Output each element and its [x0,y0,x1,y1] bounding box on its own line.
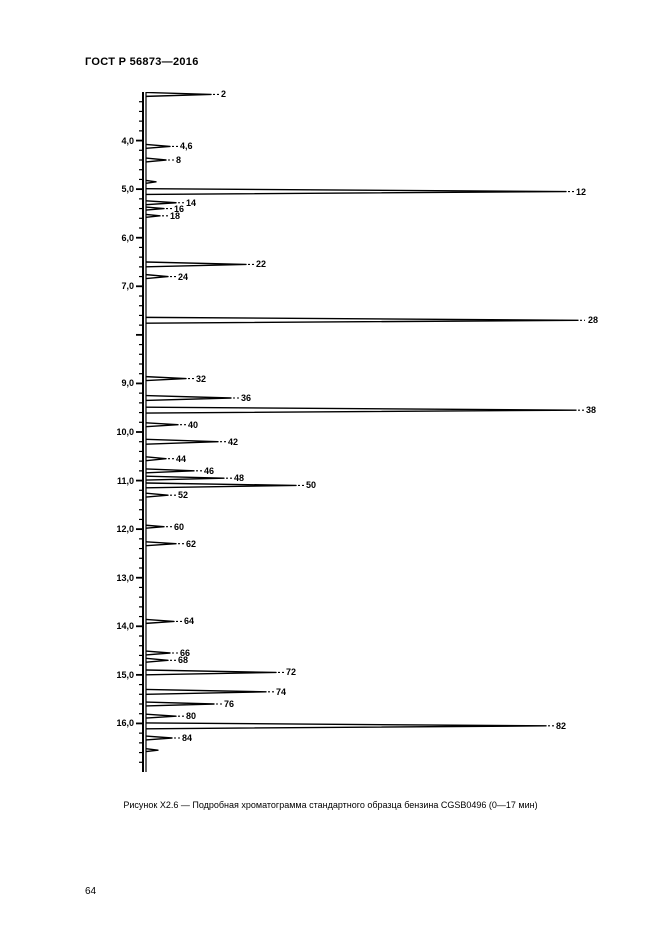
y-tick-label: 11,0 [117,476,134,486]
peak-label: 12 [576,187,586,197]
peak-label: 46 [204,466,214,476]
y-tick-label: 10,0 [116,427,134,437]
doc-header: ГОСТ Р 56873—2016 [85,56,199,68]
peak-label: 84 [182,733,192,743]
peak-label: 82 [556,721,566,731]
chromatogram-container: 4,0 5,0 6,0 7,0 9,0 10,0 11,0 12,0 13,0 14,0 15,0 1… [85,92,585,772]
peak-label: 28 [588,315,598,325]
peak-label: 60 [174,522,184,532]
peak-label: 24 [178,272,188,282]
y-tick-label: 6,0 [121,233,134,243]
peak-label: 42 [228,437,238,447]
chromatogram-svg [85,92,585,772]
peak-label: 4,6 [180,141,193,151]
chromatogram: 4,0 5,0 6,0 7,0 9,0 10,0 11,0 12,0 13,0 14,0 15,0 1… [85,92,585,772]
peak-label: 14 [186,198,196,208]
peak-label: 18 [170,211,180,221]
peak-label: 36 [241,393,251,403]
figure-caption: Рисунок X2.6 — Подробная хроматограмма с… [0,800,661,810]
page-number: 64 [85,886,96,897]
peak-label: 8 [176,155,181,165]
peak-label: 52 [178,490,188,500]
peak-label: 64 [184,616,194,626]
y-tick-label: 9,0 [121,378,134,388]
peak-label: 32 [196,374,206,384]
y-tick-label: 5,0 [121,184,134,194]
peak-label: 74 [276,687,286,697]
peak-label: 80 [186,711,196,721]
peak-label: 2 [221,89,226,99]
peak-label: 62 [186,539,196,549]
peak-label: 38 [586,405,596,415]
peak-label: 50 [306,480,316,490]
y-tick-label: 12,0 [116,524,134,534]
peak-label: 72 [286,667,296,677]
y-tick-label: 4,0 [121,136,134,146]
y-tick-label: 13,0 [116,573,134,583]
y-tick-label: 14,0 [116,621,134,631]
peak-label: 44 [176,454,186,464]
peak-label: 68 [178,655,188,665]
page: ГОСТ Р 56873—2016 4,0 5,0 6,0 7,0 9,0 10,0 11,… [0,0,661,935]
peak-label: 40 [188,420,198,430]
y-tick-label: 7,0 [121,281,134,291]
peak-label: 76 [224,699,234,709]
y-tick-label: 15,0 [116,670,134,680]
y-tick-label: 16,0 [116,718,134,728]
peak-label: 48 [234,473,244,483]
peak-label: 22 [256,259,266,269]
